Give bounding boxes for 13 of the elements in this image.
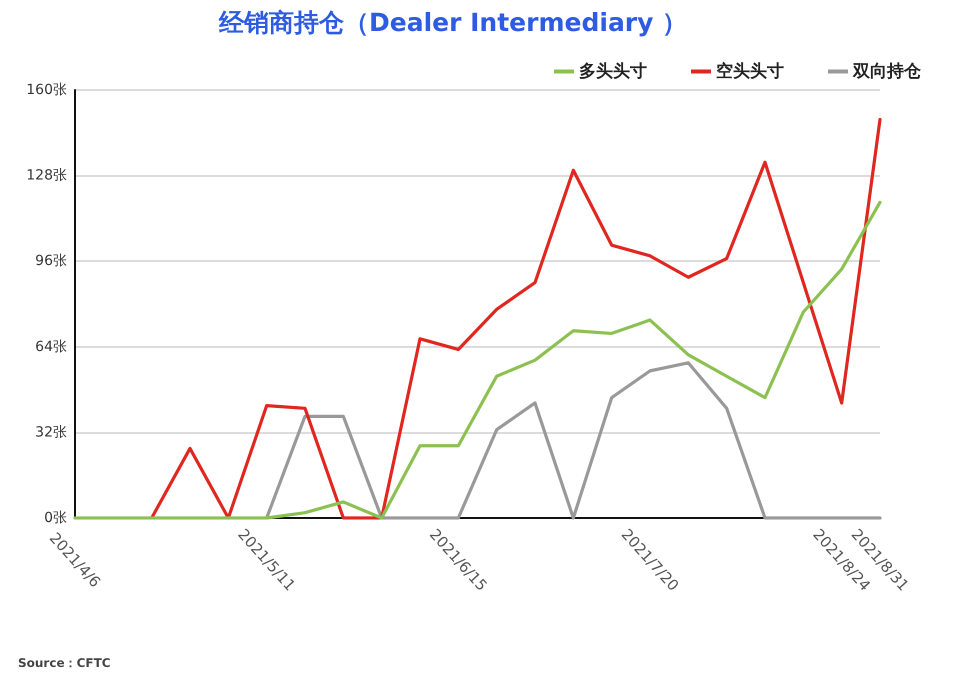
y-tick-label: 64张	[35, 338, 67, 355]
legend-label: 双向持仓	[852, 62, 922, 82]
line-series	[150, 118, 882, 520]
y-tick-label: 128张	[26, 168, 67, 184]
y-tick-label: 0张	[44, 510, 67, 526]
y-tick-label: 96张	[35, 253, 67, 270]
line-series	[265, 361, 882, 520]
legend-label: 多头头寸	[579, 62, 647, 82]
y-tick-label: 32张	[35, 424, 67, 440]
y-tick-label: 160张	[26, 82, 67, 98]
source-note: Source：CFTC	[18, 656, 111, 670]
legend-label: 空头头寸	[716, 62, 784, 82]
chart-title: 经销商持仓（Dealer Intermediary ）	[218, 8, 688, 37]
